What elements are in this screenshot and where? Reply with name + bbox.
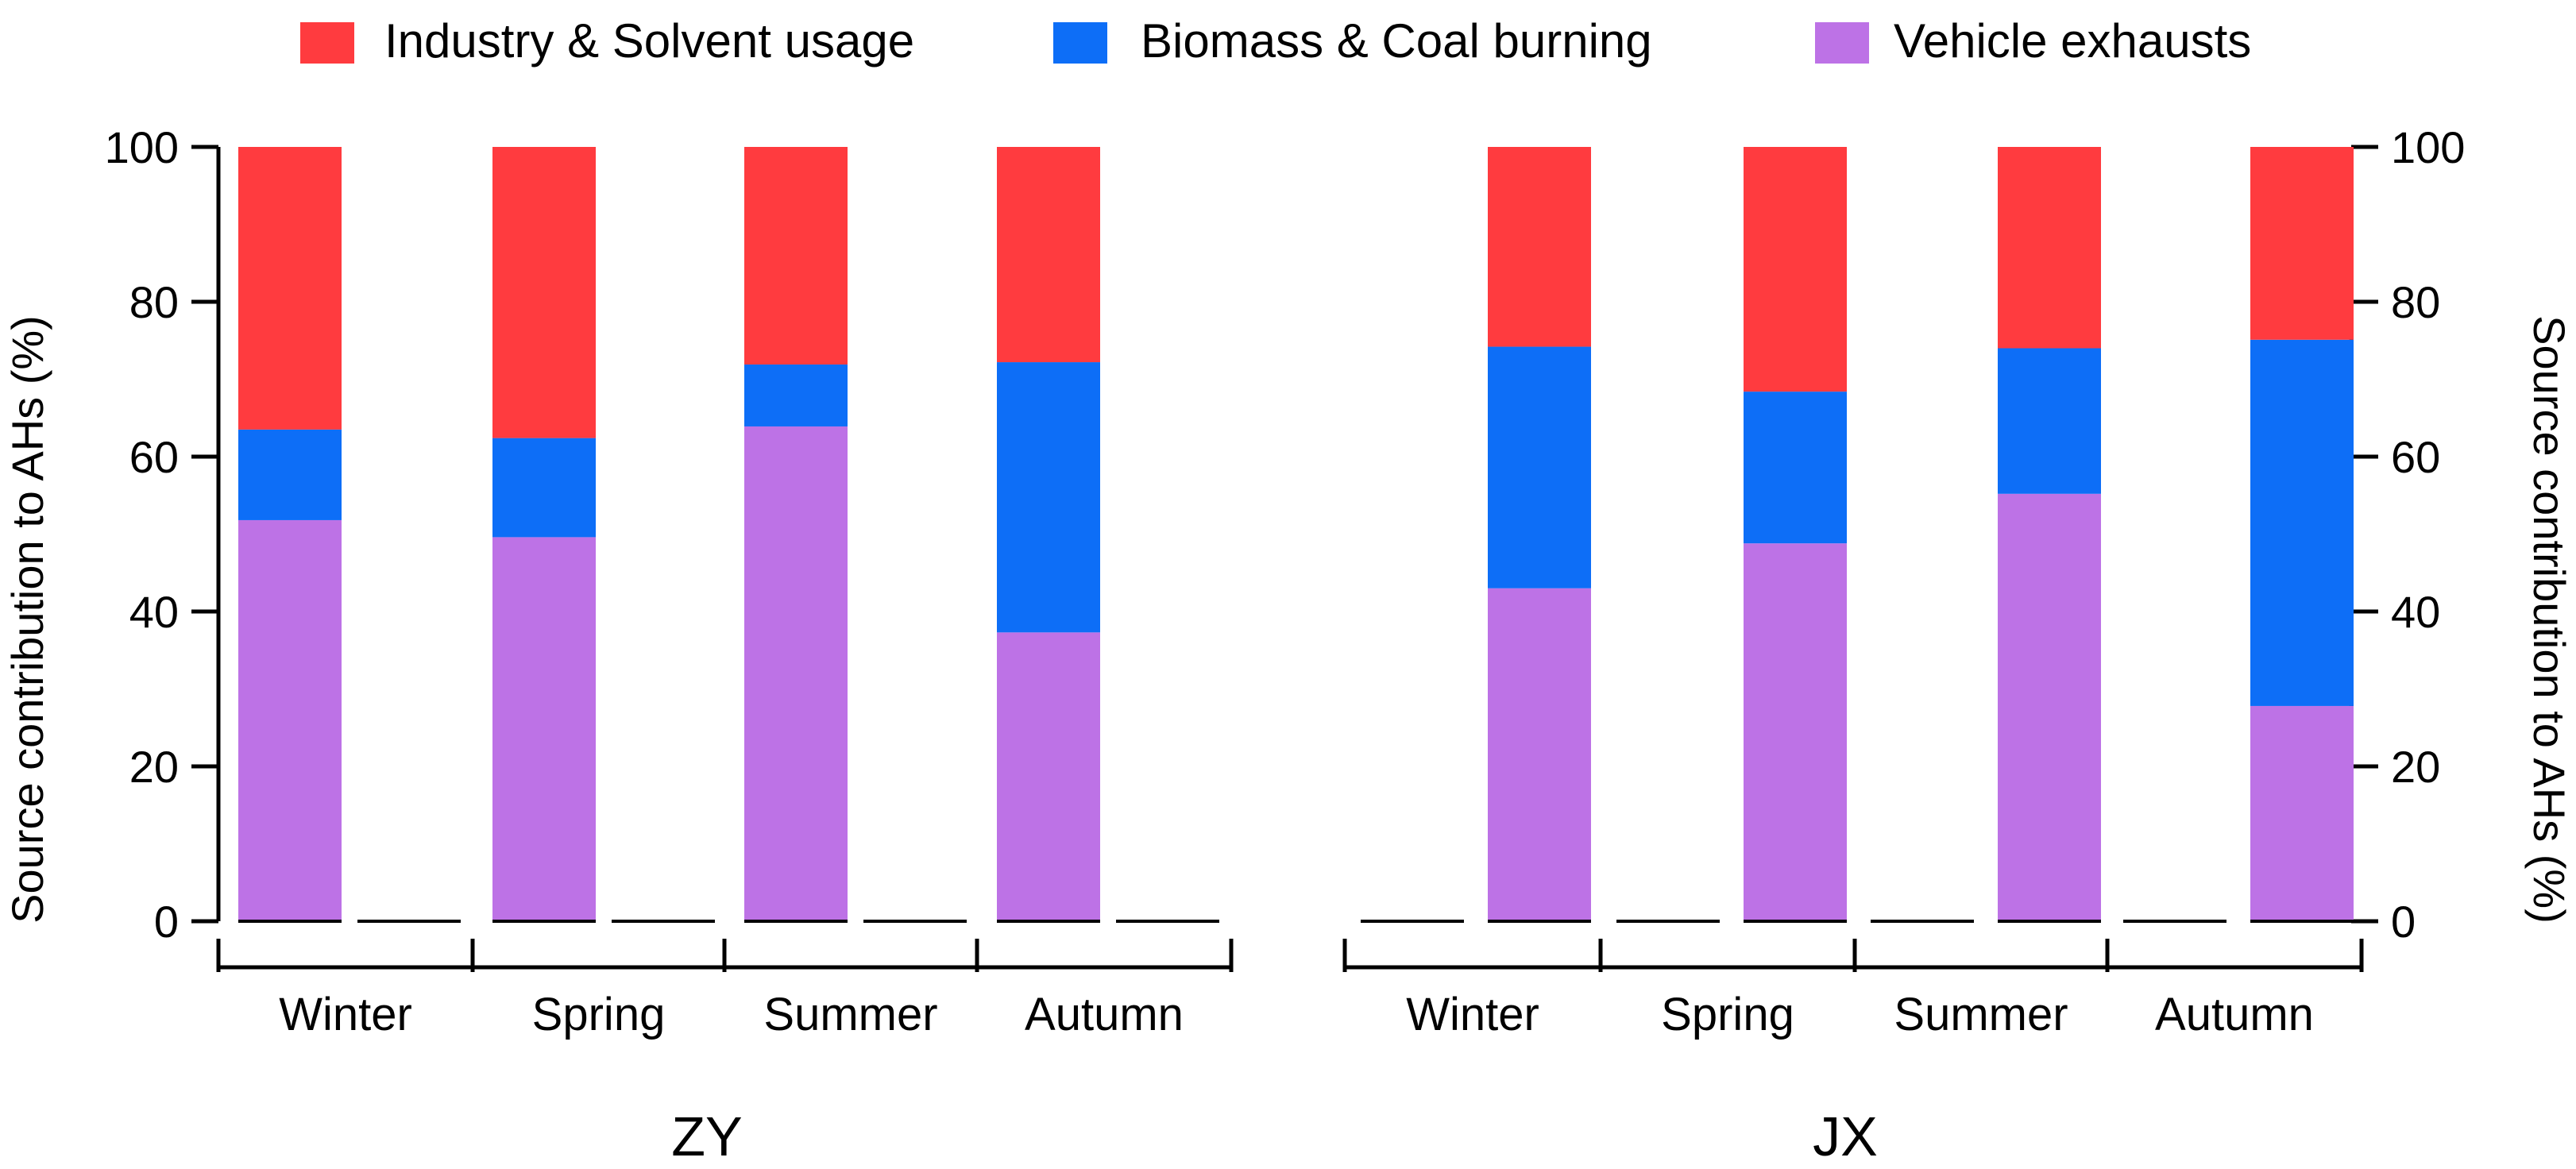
y-axis-label-right: Source contribution to AHs (%) [2524, 315, 2574, 924]
bar-zy-autumn-vehicle-exhausts [997, 632, 1100, 921]
x-category-label-jx-summer: Summer [1894, 989, 2068, 1040]
bar-zy-summer-biomass-coal-burning [744, 364, 848, 426]
panel-title-zy: ZY [671, 1105, 742, 1167]
bar-zy-winter-vehicle-exhausts [238, 519, 342, 921]
bar-zy-summer-industry-solvent-usage [744, 147, 848, 365]
y-tick-label-jx-80: 80 [2391, 277, 2440, 327]
bar-jx-winter-industry-solvent-usage [1488, 147, 1591, 347]
bar-jx-winter-vehicle-exhausts [1488, 588, 1591, 921]
panel-zy: 0 20 40 60 80 100 Winter Spring Summer Autumn ZY [105, 122, 1234, 1167]
bar-zy-winter-industry-solvent-usage [238, 147, 342, 430]
x-category-label-jx-autumn: Autumn [2155, 989, 2314, 1040]
bar-zy-summer-vehicle-exhausts [744, 426, 848, 921]
bar-jx-autumn-biomass-coal-burning [2250, 339, 2354, 706]
bar-jx-summer-industry-solvent-usage [1998, 147, 2101, 349]
bar-jx-spring-industry-solvent-usage [1744, 147, 1847, 392]
bar-zy-autumn-industry-solvent-usage [997, 147, 1100, 363]
legend-swatch-biomass [1053, 22, 1107, 64]
legend-label-industry: Industry & Solvent usage [384, 14, 914, 68]
legend-swatch-vehicle [1815, 22, 1869, 64]
bar-zy-autumn-biomass-coal-burning [997, 362, 1100, 633]
bar-jx-winter-biomass-coal-burning [1488, 346, 1591, 588]
x-category-label-jx-winter: Winter [1406, 989, 1539, 1040]
x-category-label-zy-spring: Spring [532, 989, 666, 1040]
bar-jx-summer-biomass-coal-burning [1998, 348, 2101, 494]
legend-swatch-industry [300, 22, 354, 64]
bar-jx-autumn-vehicle-exhausts [2250, 705, 2354, 921]
y-tick-label-zy-60: 60 [129, 432, 179, 482]
panel-jx: 0 20 40 60 80 100 Winter Spring Summer Autumn JX [1342, 122, 2465, 1167]
y-tick-label-jx-100: 100 [2391, 122, 2465, 172]
bar-zy-winter-biomass-coal-burning [238, 429, 342, 520]
x-category-label-jx-spring: Spring [1661, 989, 1794, 1040]
bar-jx-autumn-industry-solvent-usage [2250, 147, 2354, 340]
legend-label-biomass: Biomass & Coal burning [1141, 14, 1652, 68]
x-category-label-zy-summer: Summer [763, 989, 937, 1040]
y-tick-label-jx-20: 20 [2391, 742, 2440, 792]
x-category-label-zy-winter: Winter [279, 989, 412, 1040]
y-tick-label-jx-0: 0 [2391, 897, 2416, 947]
legend: Industry & Solvent usage Biomass & Coal … [300, 14, 2251, 68]
x-category-label-zy-autumn: Autumn [1025, 989, 1184, 1040]
y-tick-label-zy-20: 20 [129, 742, 179, 792]
y-tick-label-zy-80: 80 [129, 277, 179, 327]
bar-jx-spring-vehicle-exhausts [1744, 543, 1847, 921]
legend-label-vehicle: Vehicle exhausts [1894, 14, 2251, 68]
bar-zy-spring-vehicle-exhausts [492, 537, 596, 921]
bar-zy-spring-biomass-coal-burning [492, 438, 596, 538]
bar-zy-spring-industry-solvent-usage [492, 147, 596, 438]
y-tick-label-jx-60: 60 [2391, 432, 2440, 482]
y-tick-label-zy-40: 40 [129, 587, 179, 637]
panel-title-jx: JX [1813, 1105, 1878, 1167]
y-axis-label-left: Source contribution to AHs (%) [2, 315, 52, 924]
y-tick-label-zy-0: 0 [154, 897, 179, 947]
y-tick-label-zy-100: 100 [105, 122, 179, 172]
bar-jx-summer-vehicle-exhausts [1998, 493, 2101, 921]
y-tick-label-jx-40: 40 [2391, 587, 2440, 637]
bar-jx-spring-biomass-coal-burning [1744, 392, 1847, 544]
